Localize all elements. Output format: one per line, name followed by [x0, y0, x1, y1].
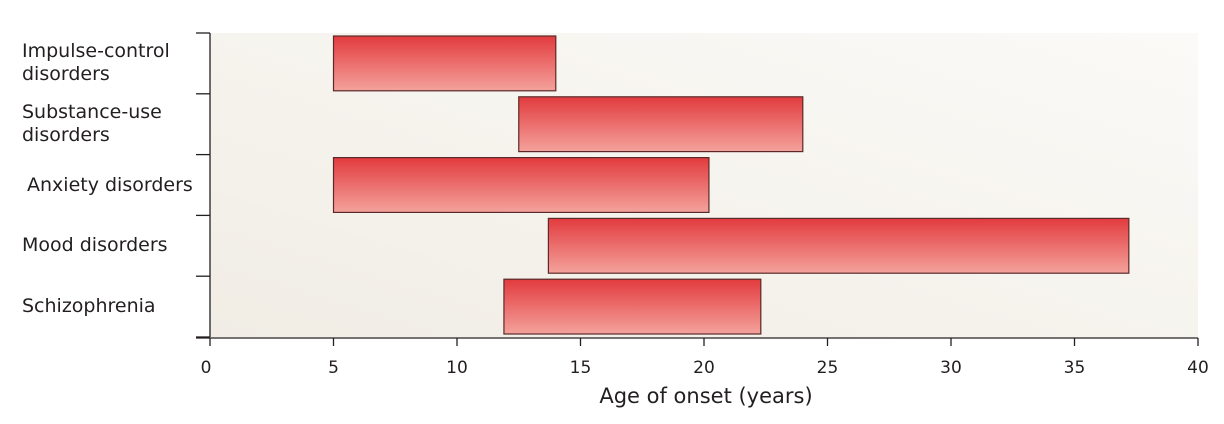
- range-bar: [332, 157, 710, 214]
- x-tick-label: 0: [201, 358, 212, 378]
- axes-group: 0 5 10 15 20 25 30 35 40: [196, 32, 1209, 378]
- x-tick-label: 5: [328, 358, 339, 378]
- x-tick-label: 25: [817, 358, 839, 378]
- bars-group: [332, 35, 1130, 335]
- category-label: Mood disorders: [22, 234, 168, 257]
- x-tick-label: 20: [693, 358, 715, 378]
- x-tick-label: 30: [940, 358, 962, 378]
- range-bar: [332, 35, 557, 92]
- x-tick-label: 15: [570, 358, 592, 378]
- range-bar: [503, 278, 762, 335]
- range-bar: [518, 96, 804, 153]
- category-label: Anxiety disorders: [27, 173, 193, 196]
- x-tick-label: 10: [446, 358, 468, 378]
- category-label: Substance-use disorders: [22, 101, 162, 147]
- x-tick-label: 40: [1187, 358, 1209, 378]
- range-bar: [547, 217, 1130, 274]
- category-label: Impulse-control disorders: [22, 40, 170, 86]
- category-label: Schizophrenia: [22, 295, 156, 318]
- x-axis-title: Age of onset (years): [599, 384, 812, 408]
- x-tick-label: 35: [1064, 358, 1086, 378]
